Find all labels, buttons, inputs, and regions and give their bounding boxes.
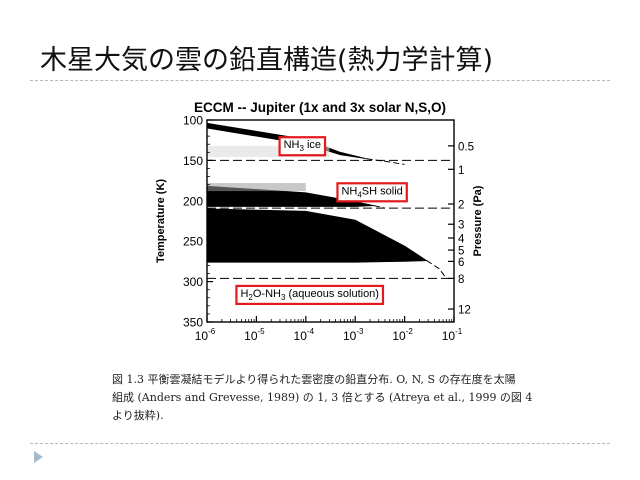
- cloud-label-part: H: [240, 288, 248, 300]
- cloud-density-chart: ECCM -- Jupiter (1x and 3x solar N,S,O) …: [155, 100, 484, 343]
- right-tick-label: 0.5: [458, 141, 474, 153]
- y-tick-label: 350: [183, 316, 203, 330]
- y-tick-label: 100: [183, 114, 203, 128]
- right-tick-label: 12: [458, 305, 471, 317]
- y-tick-label: 300: [183, 275, 203, 289]
- x-tick-base: 10: [343, 329, 357, 343]
- caption-line-2: 組成 (Anders and Grevesse, 1989) の 1, 3 倍と…: [112, 391, 533, 404]
- cloud-label-part: 2: [248, 293, 253, 302]
- cloud-label-box: [278, 136, 327, 157]
- x-tick-base: 10: [244, 329, 258, 343]
- x-tick-base: 10: [195, 329, 209, 343]
- caption-line-3: より抜粋).: [112, 409, 164, 422]
- right-tick-label: 4: [458, 233, 465, 245]
- x-tick-label: 10-6: [195, 327, 216, 343]
- right-tick-label: 6: [458, 257, 464, 269]
- plot-frame: [206, 119, 455, 323]
- x-tick-exponent: -5: [258, 327, 266, 336]
- slide-title: 木星大気の雲の鉛直構造(熱力学計算): [40, 45, 494, 76]
- x-axis: 10-6 10-5 10-4 10-3 10-2 10-1: [195, 316, 463, 343]
- x-tick-exponent: -4: [307, 327, 315, 336]
- right-tick-label: 5: [458, 246, 464, 258]
- cloud-label-part: (aqueous solution): [285, 288, 379, 300]
- cloud-label-box: [336, 182, 408, 203]
- cloud-label: NH4SH solid: [341, 185, 402, 199]
- y-tick-label: 250: [183, 235, 203, 249]
- cloud-1: [206, 185, 375, 207]
- cloud-label-part: ice: [304, 139, 321, 151]
- cloud-label: NH3 ice: [284, 139, 321, 153]
- footer-bullet-icon: [34, 451, 43, 463]
- right-axis-label: Pressure (Pa): [472, 185, 484, 256]
- chart-title: ECCM -- Jupiter (1x and 3x solar N,S,O): [194, 100, 446, 115]
- x-tick-label: 10-5: [244, 327, 265, 343]
- x-tick-base: 10: [392, 329, 406, 343]
- x-tick-exponent: -6: [208, 327, 216, 336]
- cloud-label-part: O-NH: [253, 288, 281, 300]
- cloud-label: H2O-NH3 (aqueous solution): [240, 288, 379, 302]
- x-tick-label: 10-3: [343, 327, 364, 343]
- nh4sh-stipple: [207, 183, 306, 192]
- cloud-label-group: H2O-NH3 (aqueous solution): [235, 284, 385, 306]
- right-tick-label: 3: [458, 220, 464, 232]
- x-tick-exponent: -1: [455, 327, 463, 336]
- y-axis: 100 150 200 250 300 350: [183, 114, 213, 330]
- cloud-label-part: 3: [281, 293, 286, 302]
- cloud-2: [206, 208, 428, 263]
- cloud-label-box: [235, 284, 385, 306]
- footer-divider: [30, 443, 610, 444]
- y-axis-label: Temperature (K): [155, 179, 167, 263]
- cloud-label-group: NH3 ice: [278, 136, 327, 157]
- x-tick-label: 10-2: [392, 327, 413, 343]
- cloud-label-part: SH solid: [362, 185, 403, 197]
- x-tick-label: 10-4: [294, 327, 315, 343]
- cloud-label-group: NH4SH solid: [336, 182, 408, 203]
- cloud-label-part: 4: [357, 190, 362, 199]
- x-tick-base: 10: [442, 329, 456, 343]
- cloud-label-part: NH: [284, 139, 300, 151]
- figure-caption: 図 1.3 平衡雲凝結モデルより得られた雲密度の鉛直分布. O, N, S の存…: [112, 371, 582, 425]
- x-tick-exponent: -2: [406, 327, 414, 336]
- cloud-label-part: 3: [299, 144, 304, 153]
- nh3-stipple: [207, 145, 330, 158]
- x-tick-label: 10-1: [442, 327, 463, 343]
- right-tick-label: 8: [458, 274, 464, 286]
- x-tick-base: 10: [294, 329, 308, 343]
- y-tick-label: 200: [183, 194, 203, 208]
- cloud-extension-2: [426, 260, 447, 279]
- title-divider: [30, 80, 610, 81]
- caption-line-1: 図 1.3 平衡雲凝結モデルより得られた雲密度の鉛直分布. O, N, S の存…: [112, 373, 516, 386]
- right-tick-label: 1: [458, 165, 464, 177]
- y-tick-label: 150: [183, 154, 203, 168]
- cloud-label-part: NH: [341, 185, 357, 197]
- cloud-base-lines: [207, 159, 454, 279]
- right-tick-label: 2: [458, 200, 464, 212]
- cloud-extension-0: [366, 158, 405, 165]
- clouds-layer: [206, 122, 447, 279]
- x-tick-exponent: -3: [356, 327, 364, 336]
